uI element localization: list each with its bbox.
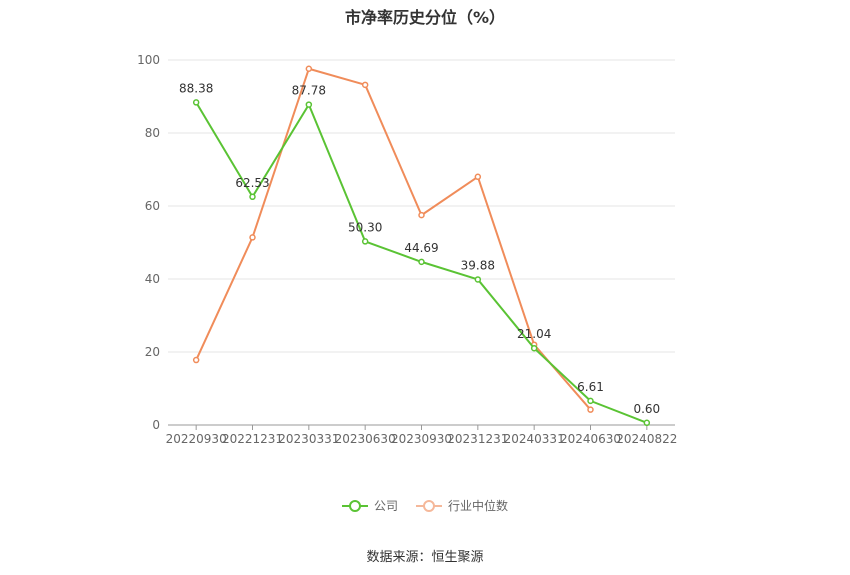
data-point-industry-median bbox=[249, 234, 256, 241]
x-tick-label: 20240331 bbox=[504, 432, 565, 446]
data-source: 数据来源：恒生聚源 bbox=[366, 550, 484, 565]
data-point-company bbox=[305, 101, 313, 108]
data-point-industry-median bbox=[418, 211, 425, 219]
y-tick-label: 100 bbox=[137, 53, 160, 67]
legend-label-industry-median: 行业中位数 bbox=[448, 499, 509, 513]
data-label: 88.38 bbox=[179, 81, 213, 95]
x-tick-label: 20230331 bbox=[278, 432, 339, 446]
data-label: 0.60 bbox=[633, 402, 660, 416]
data-label: 21.04 bbox=[517, 327, 551, 341]
data-point-company bbox=[249, 193, 256, 201]
legend-swatch-industry-median bbox=[416, 499, 442, 513]
data-label: 87.78 bbox=[292, 84, 326, 98]
legend-item-company[interactable]: 公司 bbox=[341, 497, 398, 514]
data-point-industry-median bbox=[474, 173, 482, 181]
legend-label-company: 公司 bbox=[373, 499, 398, 513]
chart-plot: 0204060801002022093020221231202303312023… bbox=[137, 53, 677, 446]
series-line-industry-median bbox=[195, 67, 592, 411]
data-point-company bbox=[643, 419, 651, 427]
legend-swatch-company bbox=[341, 499, 368, 513]
x-tick-label: 20240630 bbox=[560, 432, 621, 446]
data-point-company bbox=[361, 238, 369, 245]
data-point-company bbox=[587, 397, 594, 405]
data-point-industry-median bbox=[361, 81, 369, 89]
data-point-industry-median bbox=[192, 356, 200, 364]
chart-title: 市净率历史分位（%） bbox=[344, 8, 506, 27]
y-tick-label: 80 bbox=[145, 126, 160, 140]
x-tick-label: 20220930 bbox=[166, 432, 227, 446]
x-tick-label: 20231231 bbox=[447, 432, 508, 446]
y-tick-label: 20 bbox=[145, 345, 160, 359]
data-label: 44.69 bbox=[404, 241, 438, 255]
y-tick-label: 0 bbox=[152, 418, 160, 432]
data-point-industry-median bbox=[587, 406, 594, 413]
legend: 公司 行业中位数 bbox=[0, 497, 850, 514]
data-point-company bbox=[418, 258, 425, 266]
legend-item-industry-median[interactable]: 行业中位数 bbox=[416, 497, 508, 514]
data-label: 62.53 bbox=[235, 176, 269, 190]
x-tick-label: 20230930 bbox=[391, 432, 452, 446]
data-point-company bbox=[474, 276, 482, 283]
x-tick-label: 20230630 bbox=[335, 432, 396, 446]
data-label: 39.88 bbox=[461, 258, 495, 272]
x-tick-label: 20221231 bbox=[222, 432, 283, 446]
data-point-company bbox=[530, 344, 538, 352]
data-point-industry-median bbox=[305, 65, 313, 73]
data-label: 50.30 bbox=[348, 220, 382, 234]
x-tick-label: 20240822 bbox=[616, 432, 677, 446]
y-tick-label: 60 bbox=[145, 199, 160, 213]
y-tick-label: 40 bbox=[145, 272, 160, 286]
data-label: 6.61 bbox=[577, 380, 604, 394]
data-point-company bbox=[192, 99, 200, 106]
